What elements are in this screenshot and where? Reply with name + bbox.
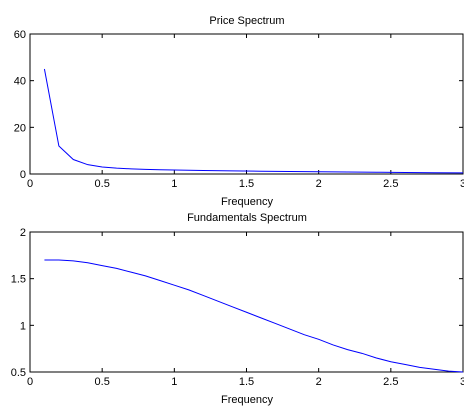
y-tick-label: 60 (14, 29, 26, 41)
y-tick-label: 2 (20, 227, 26, 239)
y-tick-label: 0.5 (11, 367, 26, 379)
fundamentals-spectrum-chart: Fundamentals Spectrum 0 0.5 1 1.5 2 2.5 30.511… (11, 212, 464, 406)
price-spectrum-chart: Price Spectrum 0 0.5 1 1.5 2 2.5 3 0 20 40 60 Freq… (14, 15, 464, 208)
series-line (43, 68, 464, 174)
x-tick-label: 3 (460, 178, 464, 190)
x-axis-label: Frequency (221, 196, 273, 208)
y-tick-label: 1.5 (11, 274, 26, 286)
x-tick-label: 1.5 (239, 376, 254, 388)
x-tick-label: 2 (316, 178, 322, 190)
x-tick-label: 1 (171, 376, 177, 388)
x-tick-label: 2.5 (383, 376, 398, 388)
y-tick-label: 40 (14, 76, 26, 88)
x-tick-label: 1 (171, 178, 177, 190)
plot-area (29, 33, 464, 175)
axis-ticks: 0 0.5 1 1.5 2 2.5 30.511.52 (11, 227, 464, 388)
y-tick-label: 0 (20, 169, 26, 181)
x-axis-label: Frequency (221, 394, 273, 406)
y-tick-label: 1 (20, 320, 26, 332)
x-tick-label: 2 (316, 376, 322, 388)
x-tick-label: 1.5 (239, 178, 254, 190)
x-tick-label: 2.5 (383, 178, 398, 190)
x-tick-label: 0.5 (95, 376, 110, 388)
y-tick-label: 20 (14, 122, 26, 134)
x-tick-label: 0 (27, 376, 33, 388)
chart-title: Fundamentals Spectrum (187, 212, 307, 224)
chart-title: Price Spectrum (209, 15, 284, 27)
x-tick-label: 0 (27, 178, 33, 190)
x-tick-label: 3 (460, 376, 464, 388)
series-layer (44, 259, 464, 373)
x-tick-label: 0.5 (95, 178, 110, 190)
plot-area (29, 231, 464, 373)
series-line (44, 259, 464, 373)
series-layer (43, 68, 464, 174)
